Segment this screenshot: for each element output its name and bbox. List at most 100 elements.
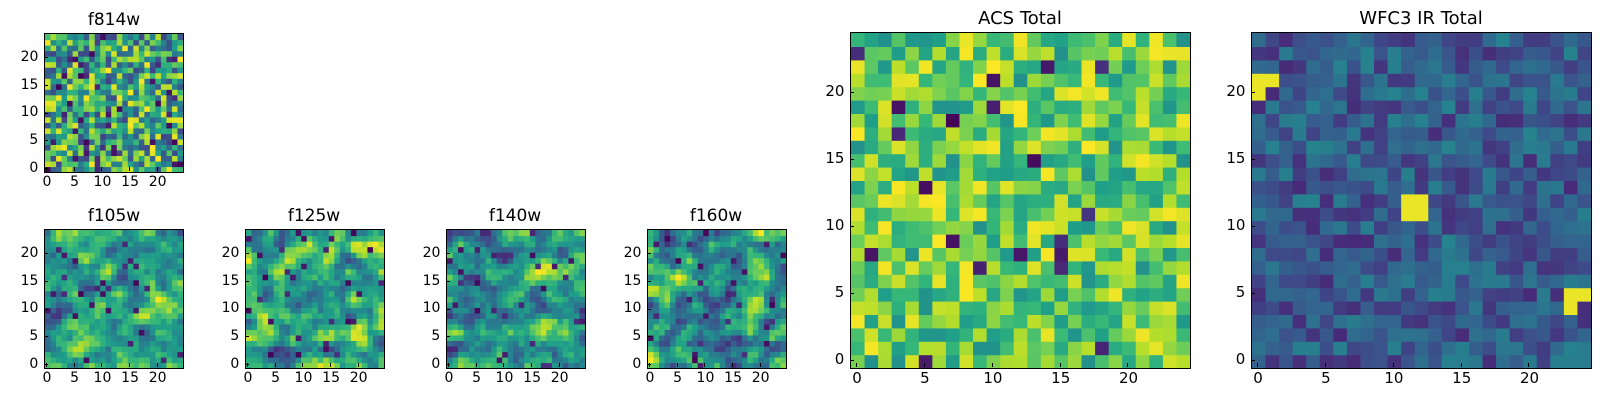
heatmap-cell — [557, 340, 564, 347]
heatmap-cell — [284, 334, 291, 341]
heatmap-cell — [105, 56, 112, 63]
heatmap-cell — [878, 153, 893, 168]
heatmap-cell — [251, 268, 258, 275]
heatmap-cell — [986, 153, 1001, 168]
heatmap-cell — [573, 257, 581, 264]
heatmap-cell — [1428, 234, 1443, 248]
heatmap-cell — [741, 268, 748, 275]
heatmap-cell — [356, 329, 363, 336]
heatmap-cell — [1401, 113, 1416, 128]
heatmap-cell — [752, 296, 759, 303]
heatmap-cell — [1523, 59, 1538, 74]
heatmap-cell — [171, 274, 179, 281]
heatmap-cell — [350, 334, 357, 341]
heatmap-cell — [474, 323, 481, 330]
heatmap-cell — [496, 230, 503, 237]
heatmap-cell — [246, 351, 253, 358]
heatmap-cell — [72, 235, 79, 242]
heatmap-cell — [1536, 220, 1551, 235]
heatmap-cell — [648, 285, 655, 292]
heatmap-cell — [356, 285, 363, 292]
heatmap-cell — [1482, 140, 1497, 155]
heatmap-cell — [1496, 73, 1511, 88]
heatmap-cell — [959, 301, 974, 315]
heatmap-cell — [105, 235, 112, 242]
heatmap-cell — [507, 334, 514, 341]
heatmap-cell — [67, 274, 74, 281]
heatmap-cell — [149, 155, 156, 162]
heatmap-cell — [1455, 314, 1470, 329]
heatmap-cell — [56, 105, 63, 112]
heatmap-cell — [540, 351, 547, 358]
heatmap-cell — [524, 323, 531, 330]
heatmap-cell — [513, 235, 520, 242]
heatmap-cell — [350, 268, 357, 275]
heatmap-cell — [1496, 354, 1511, 368]
heatmap-cell — [111, 45, 118, 52]
heatmap-cell — [67, 72, 74, 79]
y-tick-label: 5 — [29, 327, 39, 344]
heatmap-cell — [714, 263, 721, 270]
heatmap-cell — [973, 86, 988, 101]
heatmap-cell — [458, 318, 465, 325]
heatmap-cell — [155, 301, 162, 308]
heatmap-cell — [166, 318, 173, 325]
heatmap-cell — [160, 133, 168, 140]
heatmap-cell — [1279, 167, 1294, 181]
heatmap-cell — [659, 340, 666, 347]
heatmap-cell — [61, 34, 68, 41]
heatmap-cell — [72, 307, 79, 314]
heatmap-cell — [1577, 73, 1591, 88]
heatmap-cell — [61, 166, 68, 172]
heatmap-cell — [50, 122, 57, 129]
heatmap-cell — [122, 307, 129, 314]
heatmap-cell — [973, 274, 988, 289]
heatmap-cell — [452, 274, 459, 281]
heatmap-cell — [513, 362, 520, 368]
heatmap-cell — [1496, 46, 1511, 61]
heatmap-cell — [78, 296, 85, 303]
heatmap-cell — [1563, 247, 1579, 262]
heatmap-cell — [1428, 220, 1443, 235]
heatmap-cell — [485, 356, 492, 364]
heatmap-cell — [83, 307, 90, 314]
heatmap-cell — [111, 351, 118, 358]
heatmap-cell — [447, 274, 454, 281]
heatmap-cell — [1414, 314, 1429, 329]
heatmap-cell — [447, 268, 454, 275]
heatmap-cell — [83, 235, 90, 242]
heatmap-cell — [367, 252, 374, 259]
heatmap-cell — [945, 33, 961, 47]
heatmap-cell — [262, 268, 269, 275]
heatmap-cell — [502, 307, 509, 314]
heatmap-cell — [562, 362, 570, 368]
heatmap-cell — [686, 230, 693, 237]
heatmap-cell — [1000, 207, 1015, 222]
heatmap-cell — [1081, 33, 1096, 47]
heatmap-cell — [100, 138, 107, 145]
heatmap-cell — [166, 312, 173, 319]
heatmap-cell — [372, 362, 380, 368]
y-tick-label: 15 — [221, 272, 240, 289]
heatmap-cell — [524, 362, 531, 368]
heatmap-cell — [1482, 113, 1497, 128]
heatmap-cell — [127, 362, 134, 368]
heatmap-cell — [774, 230, 782, 237]
heatmap-cell — [1095, 86, 1110, 101]
heatmap-cell — [378, 235, 384, 242]
heatmap-cell — [367, 340, 374, 347]
heatmap-cell — [905, 180, 920, 195]
heatmap-cell — [1387, 126, 1402, 141]
heatmap-cell — [458, 334, 465, 341]
heatmap-cell — [345, 334, 352, 341]
heatmap-cell — [692, 246, 699, 253]
heatmap-cell — [334, 296, 341, 303]
heatmap-cell — [686, 268, 693, 275]
x-tick-mark — [704, 363, 706, 367]
heatmap-cell — [171, 160, 179, 168]
heatmap-cell — [1563, 46, 1579, 61]
heatmap-cell — [524, 290, 531, 297]
heatmap-cell — [1414, 287, 1429, 302]
x-tick-mark — [274, 363, 276, 367]
heatmap-cell — [166, 34, 173, 41]
